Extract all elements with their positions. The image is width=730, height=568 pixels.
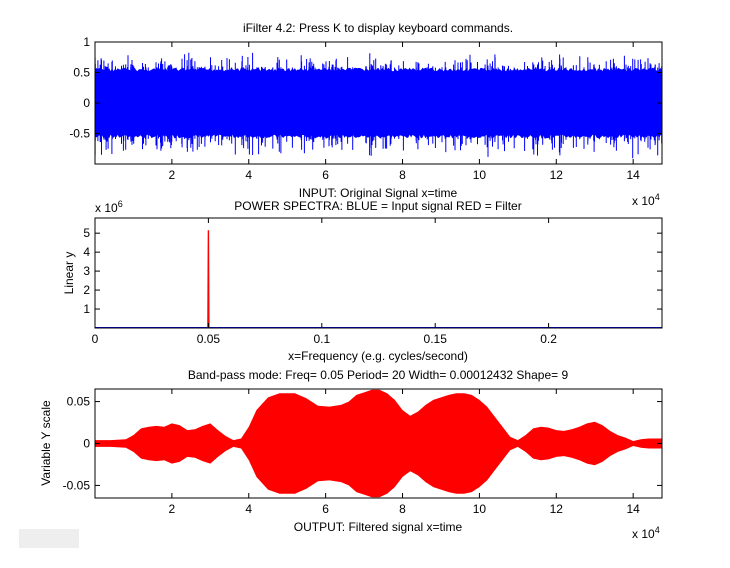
filter-mode-title: Band-pass mode: Freq= 0.05 Period= 20 Wi…: [188, 368, 569, 382]
y-tick-label: 1: [83, 302, 90, 316]
spectra-ylabel: Linear y: [62, 252, 76, 295]
y-tick-label: 3: [83, 264, 90, 278]
x-tick-label: 2: [169, 168, 176, 182]
x-tick-label: 6: [322, 502, 329, 516]
y-tick-label: 0: [83, 437, 90, 451]
output-x-exponent-power: 4: [655, 525, 660, 535]
plot-area-spectra: [95, 218, 662, 328]
input-signal-spikes: [94, 52, 663, 159]
y-tick-label: 1: [83, 35, 90, 49]
x-tick-label: 4: [245, 168, 252, 182]
y-tick-label: -0.5: [69, 127, 90, 141]
spectra-y-exponent: x 106: [95, 199, 123, 215]
output-ylabel: Variable Y scale: [39, 400, 53, 486]
x-tick-label: 8: [399, 168, 406, 182]
spectra-title: POWER SPECTRA: BLUE = Input signal RED =…: [234, 199, 521, 213]
window-title: iFilter 4.2: Press K to display keyboard…: [243, 21, 513, 35]
output-x-exponent-base: x 10: [632, 527, 655, 541]
output-x-exponent: x 104: [632, 525, 660, 541]
plot-frame-spectra: [94, 217, 663, 329]
x-tick-label: 0.2: [540, 332, 557, 346]
x-tick-label: 14: [626, 502, 640, 516]
x-tick-label: 0: [92, 332, 99, 346]
output-xlabel: OUTPUT: Filtered signal x=time: [294, 520, 463, 534]
y-tick-label: 0.05: [67, 395, 91, 409]
y-tick-label: 5: [83, 226, 90, 240]
power-spectra-plot: x 106 POWER SPECTRA: BLUE = Input signal…: [62, 199, 663, 363]
y-tick-label: -0.05: [63, 478, 91, 492]
x-tick-label: 10: [473, 502, 487, 516]
x-tick-label: 6: [322, 168, 329, 182]
x-tick-label: 0.15: [424, 332, 448, 346]
input-x-exponent-power: 4: [655, 192, 660, 202]
filter-spectrum-line: [207, 230, 210, 329]
x-tick-label: 12: [550, 502, 564, 516]
y-tick-label: 0: [83, 96, 90, 110]
x-tick-label: 4: [245, 502, 252, 516]
x-tick-label: 8: [399, 502, 406, 516]
y-tick-label: 4: [83, 245, 90, 259]
input-xlabel: INPUT: Original Signal x=time: [299, 186, 458, 200]
spectra-xlabel: x=Frequency (e.g. cycles/second): [288, 349, 468, 363]
x-tick-label: 10: [473, 168, 487, 182]
input-signal-plot: iFilter 4.2: Press K to display keyboard…: [69, 21, 663, 208]
y-tick-label: 2: [83, 283, 90, 297]
x-tick-label: 12: [550, 168, 564, 182]
x-tick-label: 0.1: [313, 332, 330, 346]
x-tick-label: 14: [626, 168, 640, 182]
status-box: [19, 529, 79, 548]
filtered-signal-plot: Band-pass mode: Freq= 0.05 Period= 20 Wi…: [39, 368, 663, 541]
spectra-y-exponent-power: 6: [118, 199, 123, 209]
filtered-signal-series: [95, 389, 662, 498]
input-x-exponent-base: x 10: [632, 194, 655, 208]
plot-frame-input: [94, 41, 663, 165]
plot-frame-output: [94, 388, 663, 499]
x-tick-label: 2: [169, 502, 176, 516]
spectra-y-exponent-base: x 10: [95, 201, 118, 215]
input-x-exponent: x 104: [632, 192, 660, 208]
input-signal-series: [95, 67, 662, 139]
y-tick-label: 0.5: [73, 66, 90, 80]
x-tick-label: 0.05: [197, 332, 221, 346]
